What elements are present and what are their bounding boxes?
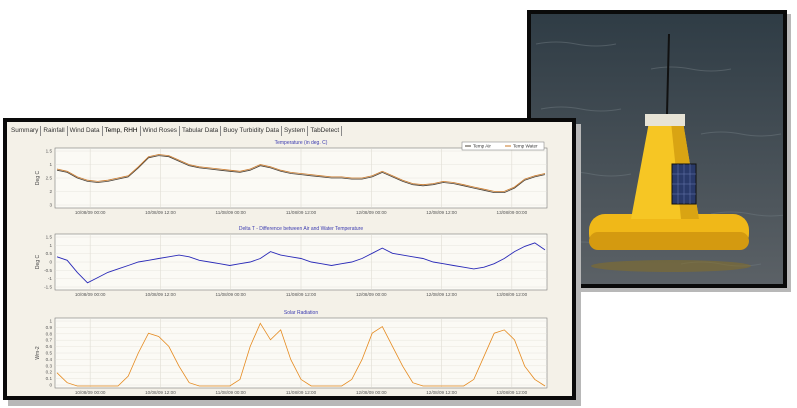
x-tick-label: 12/08/09 00:00 bbox=[356, 390, 387, 394]
chart-2: Delta T - Difference between Air and Wat… bbox=[35, 226, 548, 297]
y-tick-label: 0.3 bbox=[46, 363, 53, 368]
y-tick-label: -1 bbox=[48, 276, 53, 281]
tab-summary[interactable]: Summary bbox=[9, 126, 42, 136]
charts-area: Temperature (in deg. C) 10/08/09 00:00 10/… bbox=[35, 140, 548, 394]
y-tick-label: 1.5 bbox=[46, 149, 53, 154]
y-tick-label: 0.6 bbox=[46, 344, 53, 349]
legend-entry: Temp Water bbox=[513, 144, 538, 149]
y-tick-label: 0 bbox=[49, 260, 52, 265]
y-tick-label: 1.5 bbox=[46, 235, 53, 240]
x-tick-label: 10/08/09 00:00 bbox=[75, 210, 106, 215]
y-tick-label: 3 bbox=[49, 203, 52, 208]
y-tick-label: 0.2 bbox=[46, 370, 53, 375]
y-tick-label: 0 bbox=[49, 383, 52, 388]
tab-bar: Summary Rainfall Wind Data Temp, RHH Wind Ro… bbox=[9, 126, 343, 136]
x-tick-label: 11/08/09 12:00 bbox=[286, 292, 317, 297]
x-tick-label: 12/08/09 00:00 bbox=[356, 292, 387, 297]
x-tick-label: 11/08/09 12:00 bbox=[286, 210, 317, 215]
legend-entry: Temp Air bbox=[473, 144, 491, 149]
series-line-temp-air bbox=[56, 155, 546, 193]
series-line-main bbox=[56, 322, 546, 387]
antenna bbox=[666, 33, 670, 115]
x-tick-label: 13/08/09 12:00 bbox=[497, 292, 528, 297]
x-tick-label: 11/08/09 12:00 bbox=[286, 390, 317, 394]
x-tick-label: 13/08/09 00:00 bbox=[497, 210, 528, 215]
y-tick-label: 2 bbox=[49, 189, 52, 194]
y-tick-label: 0.9 bbox=[46, 325, 53, 330]
tab-temp-rhh[interactable]: Temp, RHH bbox=[103, 126, 141, 136]
y-tick-label: 1 bbox=[49, 243, 52, 248]
y-tick-label: 0.8 bbox=[46, 331, 53, 336]
x-tick-label: 12/08/09 12:00 bbox=[426, 292, 457, 297]
y-axis-label: Deg C bbox=[35, 255, 41, 270]
tab-tabdetect[interactable]: TabDetect bbox=[308, 126, 343, 136]
tab-tabular-data[interactable]: Tabular Data bbox=[180, 126, 222, 136]
x-tick-label: 11/08/09 00:00 bbox=[216, 292, 247, 297]
x-tick-label: 10/08/09 12:00 bbox=[145, 292, 176, 297]
tab-buoy-turbidity-data[interactable]: Buoy Turbidity Data bbox=[221, 126, 283, 136]
x-tick-label: 12/08/09 12:00 bbox=[426, 390, 457, 394]
y-tick-label: 2.5 bbox=[46, 176, 53, 181]
y-tick-label: 0.7 bbox=[46, 338, 53, 343]
series-line-main bbox=[56, 242, 546, 284]
y-tick-label: 0.4 bbox=[46, 357, 53, 362]
chart-legend: Temp Air Temp Water bbox=[461, 141, 545, 151]
chart-1: Temperature (in deg. C) 10/08/09 00:00 10/… bbox=[35, 140, 548, 215]
y-tick-label: 0.5 bbox=[46, 351, 53, 356]
tab-system[interactable]: System bbox=[282, 126, 309, 136]
x-tick-label: 10/08/09 12:00 bbox=[145, 210, 176, 215]
y-axis-label: Deg C bbox=[35, 171, 41, 186]
x-tick-label: 10/08/09 00:00 bbox=[75, 390, 106, 394]
y-tick-label: 1 bbox=[49, 162, 52, 167]
app-window: Summary Rainfall Wind Data Temp, RHH Wind Ro… bbox=[7, 122, 572, 396]
x-tick-label: 10/08/09 00:00 bbox=[75, 292, 106, 297]
y-tick-label: -0.5 bbox=[44, 268, 52, 273]
x-tick-label: 10/08/09 12:00 bbox=[145, 390, 176, 394]
y-axis-label: Wm-2 bbox=[35, 346, 41, 360]
monitoring-screenshot: Summary Rainfall Wind Data Temp, RHH Wind Ro… bbox=[3, 118, 576, 400]
x-tick-label: 13/08/09 12:00 bbox=[497, 390, 528, 394]
tab-wind-data[interactable]: Wind Data bbox=[68, 126, 103, 136]
x-tick-label: 11/08/09 00:00 bbox=[216, 390, 247, 394]
buoy-photo bbox=[527, 10, 787, 288]
chart-title: Solar Radiation bbox=[284, 310, 318, 316]
reflection bbox=[591, 260, 751, 272]
y-tick-label: 0.1 bbox=[46, 376, 53, 381]
x-tick-label: 12/08/09 12:00 bbox=[426, 210, 457, 215]
buoy-cap bbox=[645, 114, 685, 126]
chart-title: Temperature (in deg. C) bbox=[275, 140, 328, 146]
y-tick-label: 1 bbox=[49, 319, 52, 324]
x-tick-label: 11/08/09 00:00 bbox=[216, 210, 247, 215]
legend-box bbox=[461, 141, 545, 151]
x-tick-label: 12/08/09 00:00 bbox=[356, 210, 387, 215]
tab-rainfall[interactable]: Rainfall bbox=[41, 126, 68, 136]
chart-3: Solar Radiation 10/08/09 00:00 10/08/09 12… bbox=[35, 310, 548, 394]
series-line-temp-water bbox=[56, 154, 546, 192]
y-tick-label: -1.5 bbox=[44, 285, 52, 290]
tab-wind-roses[interactable]: Wind Roses bbox=[141, 126, 180, 136]
y-tick-label: 0.5 bbox=[46, 251, 53, 256]
chart-title: Delta T - Difference between Air and Wat… bbox=[239, 226, 363, 232]
